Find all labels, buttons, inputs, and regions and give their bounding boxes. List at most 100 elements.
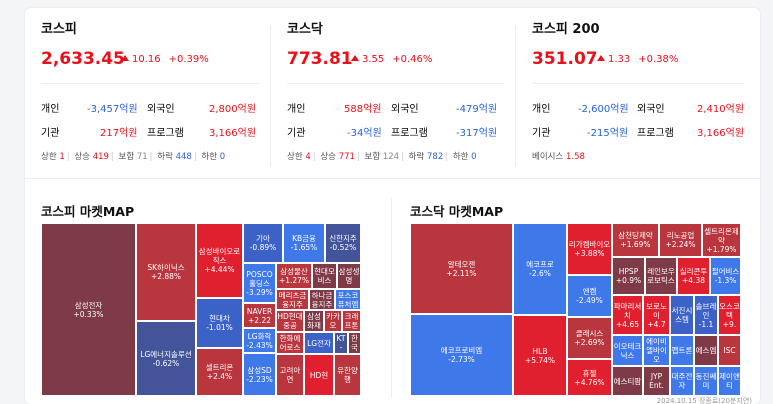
kospi200-value: 351.07 (532, 49, 598, 69)
kosdaq-program-label: 프로그램 (391, 128, 428, 139)
section-divider (25, 178, 760, 179)
kospi-individual-label: 개인 (41, 104, 60, 115)
treemap-tile[interactable]: 엔켐 -2.49% (567, 275, 612, 317)
treemap-tile[interactable]: KT - (334, 332, 348, 354)
treemap-tile[interactable]: HPSP +0.9% (612, 257, 645, 295)
kospi-individual-value: -3,457억원 (87, 104, 138, 115)
kospi200-program-label: 프로그램 (637, 128, 674, 139)
kospi-title[interactable]: 코스피 (41, 22, 77, 37)
treemap-tile[interactable]: NAVER +2.22 (243, 303, 276, 328)
treemap-tile[interactable]: KB금융 -1.65% (283, 223, 325, 263)
treemap-tile[interactable]: 에스티팜 (612, 366, 643, 396)
treemap-tile[interactable]: 삼천당제약 +1.69% (612, 223, 659, 257)
kospi-inst-value: 217억원 (100, 128, 138, 139)
treemap-tile[interactable]: 리가켐바이오 +3.88% (567, 223, 612, 275)
treemap-tile[interactable]: 삼성생명 (337, 263, 361, 289)
kosdaq-map-title[interactable]: 코스닥 마켓MAP (410, 204, 504, 219)
treemap-tile[interactable]: 하나금융지주 (309, 289, 335, 310)
treemap-tile[interactable]: 신한지주 -0.52% (325, 223, 361, 263)
treemap-tile[interactable]: 오스코텍 +9. (718, 295, 741, 335)
treemap-tile[interactable]: 셀트리온제약 +1.79% (702, 223, 741, 257)
treemap-tile[interactable]: 포스코퓨처엠 (335, 289, 361, 310)
treemap-tile[interactable]: 현대모비스 (312, 263, 337, 289)
treemap-tile[interactable]: 파마리서치 +4.65 (612, 295, 643, 335)
treemap-tile[interactable]: 메리츠금융지주 (276, 289, 309, 310)
treemap-tile[interactable]: LG에너지솔루션 -0.62% (136, 321, 196, 396)
kosdaq-individual-value: 588억원 (344, 104, 382, 115)
panel-divider (270, 26, 271, 166)
divider (287, 83, 505, 84)
kosdaq-inst-label: 기관 (287, 128, 306, 139)
map-divider (391, 198, 392, 398)
treemap-tile[interactable]: 크래프톤 (342, 310, 361, 332)
treemap-tile[interactable]: 클래시스 +2.69% (567, 317, 612, 359)
treemap-tile[interactable]: 에스엠 (694, 335, 718, 366)
up-triangle-icon (351, 55, 359, 61)
treemap-tile[interactable]: 펩트론 (670, 335, 694, 366)
kospi-value: 2,633.45 (41, 49, 125, 69)
kosdaq-foreign-value: -479억원 (456, 104, 498, 115)
treemap-tile[interactable]: 레인보우로보틱스 (645, 257, 677, 295)
divider (532, 83, 745, 84)
treemap-tile[interactable]: 펄어비스 -1.3% (710, 257, 741, 295)
treemap-tile[interactable]: 에이비엘바이오 (643, 335, 670, 366)
kospi200-change: 1.33 +0.38% (597, 54, 678, 65)
kosdaq-title[interactable]: 코스닥 (287, 22, 323, 37)
kosdaq-value: 773.81 (287, 49, 353, 69)
kospi200-title[interactable]: 코스피 200 (532, 22, 600, 37)
treemap-tile[interactable]: 에코프로비엠 -2.73% (410, 314, 513, 396)
market-summary-card: 코스피 2,633.45 10.16 +0.39% 개인 -3,457억원 외국인… (25, 8, 760, 404)
treemap-tile[interactable]: HD현 (304, 354, 334, 396)
up-triangle-icon (121, 55, 129, 61)
treemap-tile[interactable]: 삼성물산 +1.27% (276, 263, 312, 289)
kospi200-foreign-value: 2,410억원 (697, 104, 745, 115)
kospi-foreign-label: 외국인 (147, 104, 175, 115)
timestamp: 2024.10.15 장종료(20분지연) (656, 397, 752, 404)
treemap-tile[interactable]: 카카오 (324, 310, 342, 332)
divider (41, 83, 259, 84)
treemap-tile[interactable]: 리노공업 +2.24% (659, 223, 702, 257)
treemap-tile[interactable]: 삼성바이오로직스 +4.44% (196, 223, 243, 298)
treemap-tile[interactable]: 현대차 -1.01% (196, 298, 243, 348)
kosdaq-inst-value: -34억원 (347, 128, 382, 139)
treemap-tile[interactable]: HD현대중공 (276, 310, 304, 332)
treemap-tile[interactable]: 기아 -0.89% (243, 223, 283, 263)
kosdaq-change: 3.55 +0.46% (351, 54, 432, 65)
treemap-tile[interactable]: 한화에어로스 (276, 332, 304, 354)
treemap-tile[interactable]: 한국 (348, 332, 361, 354)
treemap-tile[interactable]: LG화학 -2.43% (243, 328, 276, 353)
panel-divider (515, 26, 516, 166)
treemap-tile[interactable]: 유한양행 (334, 354, 361, 396)
kospi-program-value: 3,166억원 (209, 128, 257, 139)
treemap-tile[interactable]: 솔브레인 -1.1 (694, 295, 718, 335)
treemap-tile[interactable]: 휴젤 +4.76% (567, 359, 612, 396)
treemap-tile[interactable]: 삼성SD -2.23% (243, 353, 276, 396)
treemap-tile[interactable]: 대주전자 (670, 366, 694, 396)
treemap-tile[interactable]: 동진쎄미 (694, 366, 718, 396)
treemap-tile[interactable]: JYP Ent. (643, 366, 670, 396)
treemap-tile[interactable]: SK하이닉스 +2.88% (136, 223, 196, 321)
treemap-tile[interactable]: 삼성화재 (304, 310, 324, 332)
treemap-tile[interactable]: 고려아연 (276, 354, 304, 396)
kospi-change: 10.16 +0.39% (121, 54, 209, 65)
treemap-tile[interactable]: HLB +5.74% (513, 315, 567, 396)
treemap-tile[interactable]: 보로노이 +4.7 (643, 295, 670, 335)
treemap-tile[interactable]: 셀트리온 +2.4% (196, 348, 243, 396)
treemap-tile[interactable]: LG전자 (304, 332, 334, 354)
kospi-map-title[interactable]: 코스피 마켓MAP (41, 204, 135, 219)
kospi-inst-label: 기관 (41, 128, 60, 139)
treemap-tile[interactable]: 삼성전자 +0.33% (41, 223, 136, 396)
treemap-tile[interactable]: 제이앤티 (718, 366, 741, 396)
treemap-tile[interactable]: ISC (718, 335, 741, 366)
kospi-breadth: 상한 1 | 상승 419 | 보합 71 | 하락 448 | 하한 0 (41, 152, 226, 162)
treemap-tile[interactable]: 에코프로 -2.6% (513, 223, 567, 315)
treemap-tile[interactable]: 서진시스템 (670, 295, 694, 335)
treemap-tile[interactable]: 실리콘투 +4.38 (677, 257, 710, 295)
treemap-tile[interactable]: 알테오젠 +2.11% (410, 223, 513, 314)
kosdaq-program-value: -317억원 (456, 128, 498, 139)
up-triangle-icon (597, 55, 605, 61)
treemap-tile[interactable]: POSCO홀딩스 -3.29% (243, 263, 276, 303)
kosdaq-foreign-label: 외국인 (391, 104, 419, 115)
treemap-tile[interactable]: 이오테크닉스 (612, 335, 643, 366)
kosdaq-breadth: 상한 4 | 상승 771 | 보합 124 | 하락 782 | 하한 0 (287, 152, 477, 162)
